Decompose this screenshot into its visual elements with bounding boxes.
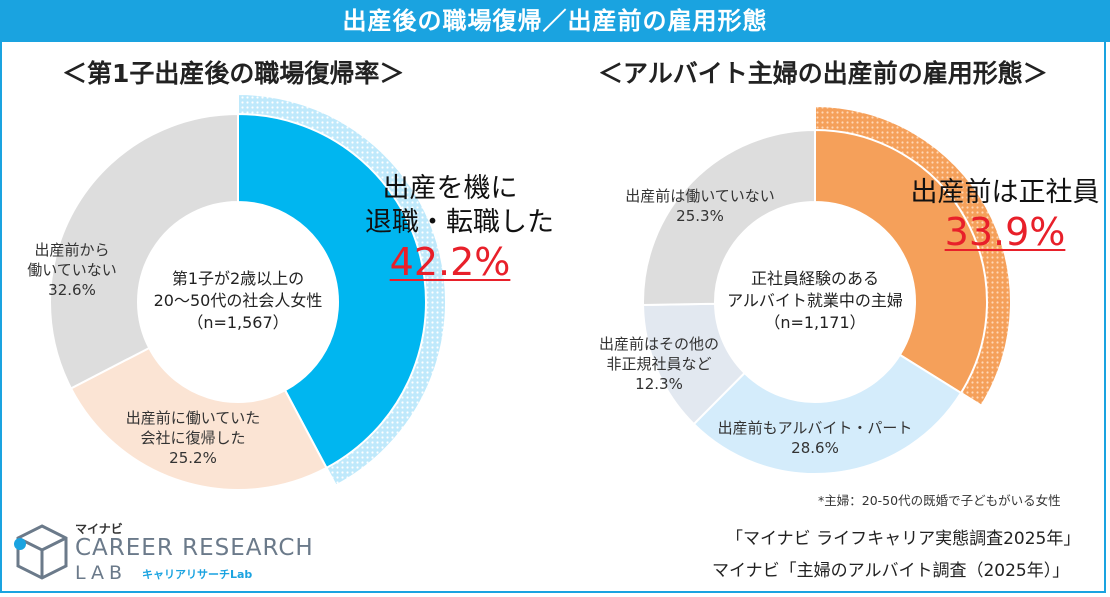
slice-label-line: 出産を機に bbox=[382, 173, 518, 204]
right-highlight-label: 出産前は正社員 33.9% bbox=[910, 176, 1100, 254]
slice-value-label: 25.3% bbox=[676, 207, 724, 225]
donut-slice bbox=[642, 128, 816, 306]
slice-value-label: 28.6% bbox=[791, 439, 839, 457]
slice-label-line: 会社に復帰した bbox=[140, 429, 246, 447]
donut-slice bbox=[49, 112, 239, 390]
slice-label-line: 非正規社員など bbox=[606, 355, 712, 373]
source-line: マイナビ「主婦のアルバイト調査（2025年）」 bbox=[712, 561, 1070, 581]
left-slice-return-label: 出産前に働いていた 会社に復帰した 25.2% bbox=[98, 408, 288, 468]
left-center-label: 第1子が2歳以上の 20～50代の社会人女性 （n=1,567） bbox=[138, 268, 338, 334]
logo-name: CAREER RESEARCH bbox=[75, 535, 314, 561]
right-center-line: 正社員経験のある bbox=[750, 269, 879, 288]
donut-slice bbox=[692, 353, 963, 475]
slice-label-line: 出産前はその他の bbox=[598, 335, 719, 353]
right-center-line: （n=1,171） bbox=[764, 313, 866, 332]
slice-label-line: 出産前に働いていた bbox=[125, 409, 261, 427]
slice-value-label: 32.6% bbox=[48, 281, 96, 299]
left-donut bbox=[49, 92, 447, 491]
donut-slice bbox=[69, 346, 328, 491]
slice-label-line: 出産前から bbox=[34, 241, 110, 259]
footnote: *主婦：20-50代の既婚で子どもがいる女性 bbox=[818, 493, 1061, 508]
donut-slice bbox=[237, 112, 427, 470]
slice-value-label: 12.3% bbox=[635, 375, 683, 393]
slice-label-line: 退職・転職した bbox=[365, 207, 554, 238]
left-center-line: （n=1,567） bbox=[187, 313, 289, 332]
right-slice-parttime-label: 出産前もアルバイト・パート 28.6% bbox=[695, 418, 935, 458]
source-line: 「マイナビ ライフキャリア実態調査2025年」 bbox=[726, 529, 1081, 549]
logo-kana: キャリアリサーチLab bbox=[142, 568, 253, 581]
left-center-line: 20～50代の社会人女性 bbox=[153, 291, 323, 310]
right-center-label: 正社員経験のある アルバイト就業中の主婦 （n=1,171） bbox=[715, 268, 915, 334]
page-title: 出産後の職場復帰／出産前の雇用形態 bbox=[0, 0, 1110, 42]
logo-lab: LAB bbox=[75, 562, 128, 584]
slice-value-label: 33.9% bbox=[944, 210, 1066, 254]
donut-slice bbox=[814, 128, 988, 395]
logo-brand: マイナビ bbox=[75, 522, 123, 536]
slice-label-line: 出産前は働いていない bbox=[625, 187, 775, 205]
slice-label-line: 出産前は正社員 bbox=[910, 177, 1100, 208]
left-highlight-label: 出産を機に 退職・転職した 42.2% bbox=[365, 172, 554, 284]
slice-value-label: 42.2% bbox=[389, 240, 511, 284]
right-slice-notworking-label: 出産前は働いていない 25.3% bbox=[615, 186, 785, 226]
left-chart-title: ＜第1子出産後の職場復帰率＞ bbox=[62, 59, 405, 88]
right-chart-title: ＜アルバイト主婦の出産前の雇用形態＞ bbox=[598, 59, 1048, 88]
slice-value-label: 25.2% bbox=[169, 449, 217, 467]
slice-label-line: 働いていない bbox=[27, 261, 117, 279]
slice-label-line: 出産前もアルバイト・パート bbox=[717, 419, 913, 437]
left-center-line: 第1子が2歳以上の bbox=[171, 269, 305, 288]
right-donut bbox=[642, 104, 1012, 475]
career-research-lab-logo-icon bbox=[14, 524, 68, 580]
left-slice-notworking-label: 出産前から 働いていない 32.6% bbox=[12, 240, 132, 300]
right-slice-other-label: 出産前はその他の 非正規社員など 12.3% bbox=[584, 334, 734, 394]
right-center-line: アルバイト就業中の主婦 bbox=[727, 291, 903, 310]
